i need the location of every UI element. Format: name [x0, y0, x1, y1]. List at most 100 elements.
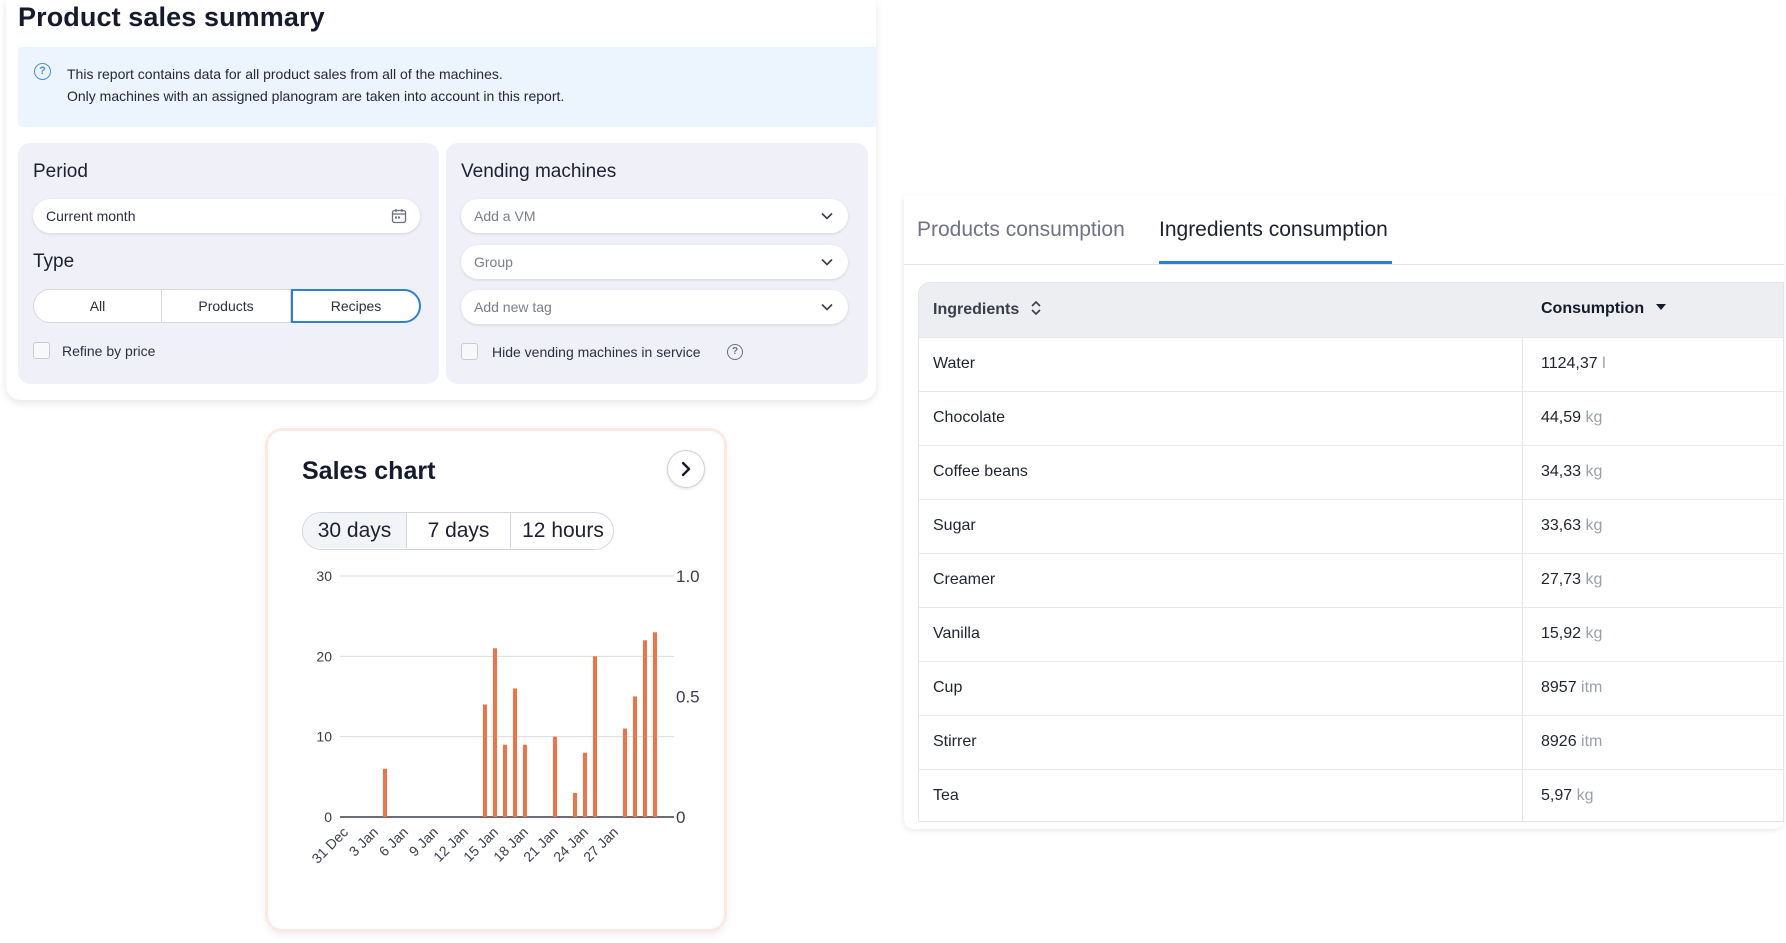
sort-desc-icon — [1655, 304, 1666, 310]
refine-by-price-label: Refine by price — [62, 343, 156, 359]
column-header-consumption-label: Consumption — [1541, 300, 1645, 317]
consumption-amount: 5,97 — [1541, 787, 1573, 804]
tab-products-consumption[interactable]: Products consumption — [917, 218, 1125, 241]
range-segmented-control: 30 days 7 days 12 hours — [302, 512, 614, 550]
range-12-hours[interactable]: 12 hours — [522, 519, 604, 542]
hide-in-service-checkbox[interactable] — [461, 343, 478, 360]
table-row: Creamer 27,73 kg — [919, 553, 1783, 607]
y-tick-label: 20 — [316, 648, 332, 664]
x-tick-label: 31 Dec — [308, 824, 351, 867]
table-row: Sugar 33,63 kg — [919, 499, 1783, 553]
sort-icon — [1031, 300, 1041, 316]
consumption-unit: kg — [1572, 787, 1594, 804]
ingredient-name: Water — [933, 355, 976, 372]
chart-bar — [583, 752, 587, 817]
period-type-card: Period Current month Type All Products R… — [18, 143, 439, 384]
chart-bar — [523, 744, 527, 817]
y-tick-label: 30 — [316, 568, 332, 584]
tag-select-placeholder: Add new tag — [474, 299, 552, 315]
sales-chart-card: Sales chart 30 days 7 days 12 hours 0 10 2… — [268, 431, 724, 929]
refine-by-price-checkbox[interactable] — [33, 342, 50, 359]
y2-tick-label: 0 — [676, 808, 685, 827]
table-row: Cup 8957 itm — [919, 661, 1783, 715]
chevron-right-icon — [681, 461, 691, 477]
chart-bar — [513, 688, 517, 817]
table-row: Stirrer 8926 itm — [919, 715, 1783, 769]
consumption-value: 44,59 kg — [1541, 409, 1602, 427]
help-icon[interactable]: ? — [727, 344, 743, 360]
info-text: This report contains data for all produc… — [67, 63, 564, 107]
x-tick-label: 27 Jan — [580, 824, 621, 865]
range-7-days[interactable]: 7 days — [407, 513, 511, 548]
type-label: Type — [33, 251, 75, 272]
y-tick-label: 0 — [324, 809, 332, 825]
chart-bar — [633, 696, 637, 817]
report-filter-panel: Product sales summary ? This report cont… — [6, 0, 876, 400]
table-row: Tea 5,97 kg — [919, 769, 1783, 821]
vm-select[interactable]: Add a VM — [461, 199, 848, 233]
consumption-value: 27,73 kg — [1541, 571, 1602, 589]
chart-bar — [653, 632, 657, 817]
table-row: Coffee beans 34,33 kg — [919, 445, 1783, 499]
group-select-placeholder: Group — [474, 254, 513, 270]
table-row: Vanilla 15,92 kg — [919, 607, 1783, 661]
consumption-amount: 8926 — [1541, 733, 1577, 750]
consumption-amount: 33,63 — [1541, 517, 1582, 534]
ingredient-name: Stirrer — [933, 733, 977, 750]
info-banner: ? This report contains data for all prod… — [18, 47, 876, 127]
table-header: Ingredients Consumption — [919, 283, 1783, 337]
period-field[interactable]: Current month — [33, 199, 420, 233]
consumption-unit: kg — [1581, 463, 1603, 480]
y2-tick-label: 0.5 — [676, 688, 700, 707]
chart-bar — [503, 744, 507, 817]
consumption-tabs: Products consumption Ingredients consump… — [904, 195, 1784, 265]
tag-select[interactable]: Add new tag — [461, 290, 848, 324]
consumption-value: 33,63 kg — [1541, 517, 1602, 535]
consumption-value: 1124,37 l — [1541, 355, 1606, 373]
x-tick-label: 6 Jan — [376, 824, 412, 860]
type-option-products[interactable]: Products — [162, 289, 291, 323]
consumption-amount: 44,59 — [1541, 409, 1582, 426]
ingredient-name: Chocolate — [933, 409, 1006, 426]
ingredient-name: Coffee beans — [933, 463, 1028, 480]
ingredient-name: Cup — [933, 679, 963, 696]
consumption-amount: 15,92 — [1541, 625, 1582, 642]
column-header-consumption[interactable]: Consumption — [1541, 300, 1667, 318]
tab-ingredients-consumption[interactable]: Ingredients consumption — [1159, 218, 1388, 241]
calendar-icon — [391, 209, 407, 224]
consumption-amount: 8957 — [1541, 679, 1577, 696]
consumption-value: 8957 itm — [1541, 679, 1602, 697]
ingredient-name: Vanilla — [933, 625, 980, 642]
y-tick-label: 10 — [316, 729, 332, 745]
chart-bar — [483, 704, 487, 817]
active-tab-indicator — [1159, 261, 1392, 264]
consumption-unit: itm — [1576, 679, 1603, 696]
column-header-ingredients[interactable]: Ingredients — [933, 300, 1042, 319]
ingredient-name: Tea — [933, 787, 959, 804]
chart-bar — [493, 648, 497, 817]
consumption-unit: itm — [1576, 733, 1603, 750]
info-line-1: This report contains data for all produc… — [67, 66, 503, 82]
consumption-value: 34,33 kg — [1541, 463, 1602, 481]
vending-machines-label: Vending machines — [461, 161, 617, 182]
info-line-2: Only machines with an assigned planogram… — [67, 88, 565, 104]
consumption-unit: l — [1597, 355, 1606, 372]
type-option-recipes[interactable]: Recipes — [291, 289, 421, 323]
y2-tick-label: 1.0 — [676, 567, 700, 586]
consumption-amount: 27,73 — [1541, 571, 1582, 588]
chevron-down-icon — [821, 212, 833, 220]
chart-next-button[interactable] — [667, 450, 705, 488]
table-row: Water 1124,37 l — [919, 337, 1783, 391]
vending-machines-card: Vending machines Add a VM Group Add new … — [446, 143, 868, 384]
group-select[interactable]: Group — [461, 245, 848, 279]
ingredient-name: Sugar — [933, 517, 976, 534]
type-option-all[interactable]: All — [34, 289, 162, 323]
chart-bar — [553, 736, 557, 817]
sales-chart-title: Sales chart — [302, 457, 436, 485]
chevron-down-icon — [821, 303, 833, 311]
consumption-unit: kg — [1581, 625, 1603, 642]
vm-select-placeholder: Add a VM — [474, 208, 536, 224]
range-30-days[interactable]: 30 days — [303, 513, 407, 548]
question-circle-icon: ? — [34, 63, 51, 80]
consumption-amount: 1124,37 — [1541, 355, 1598, 372]
